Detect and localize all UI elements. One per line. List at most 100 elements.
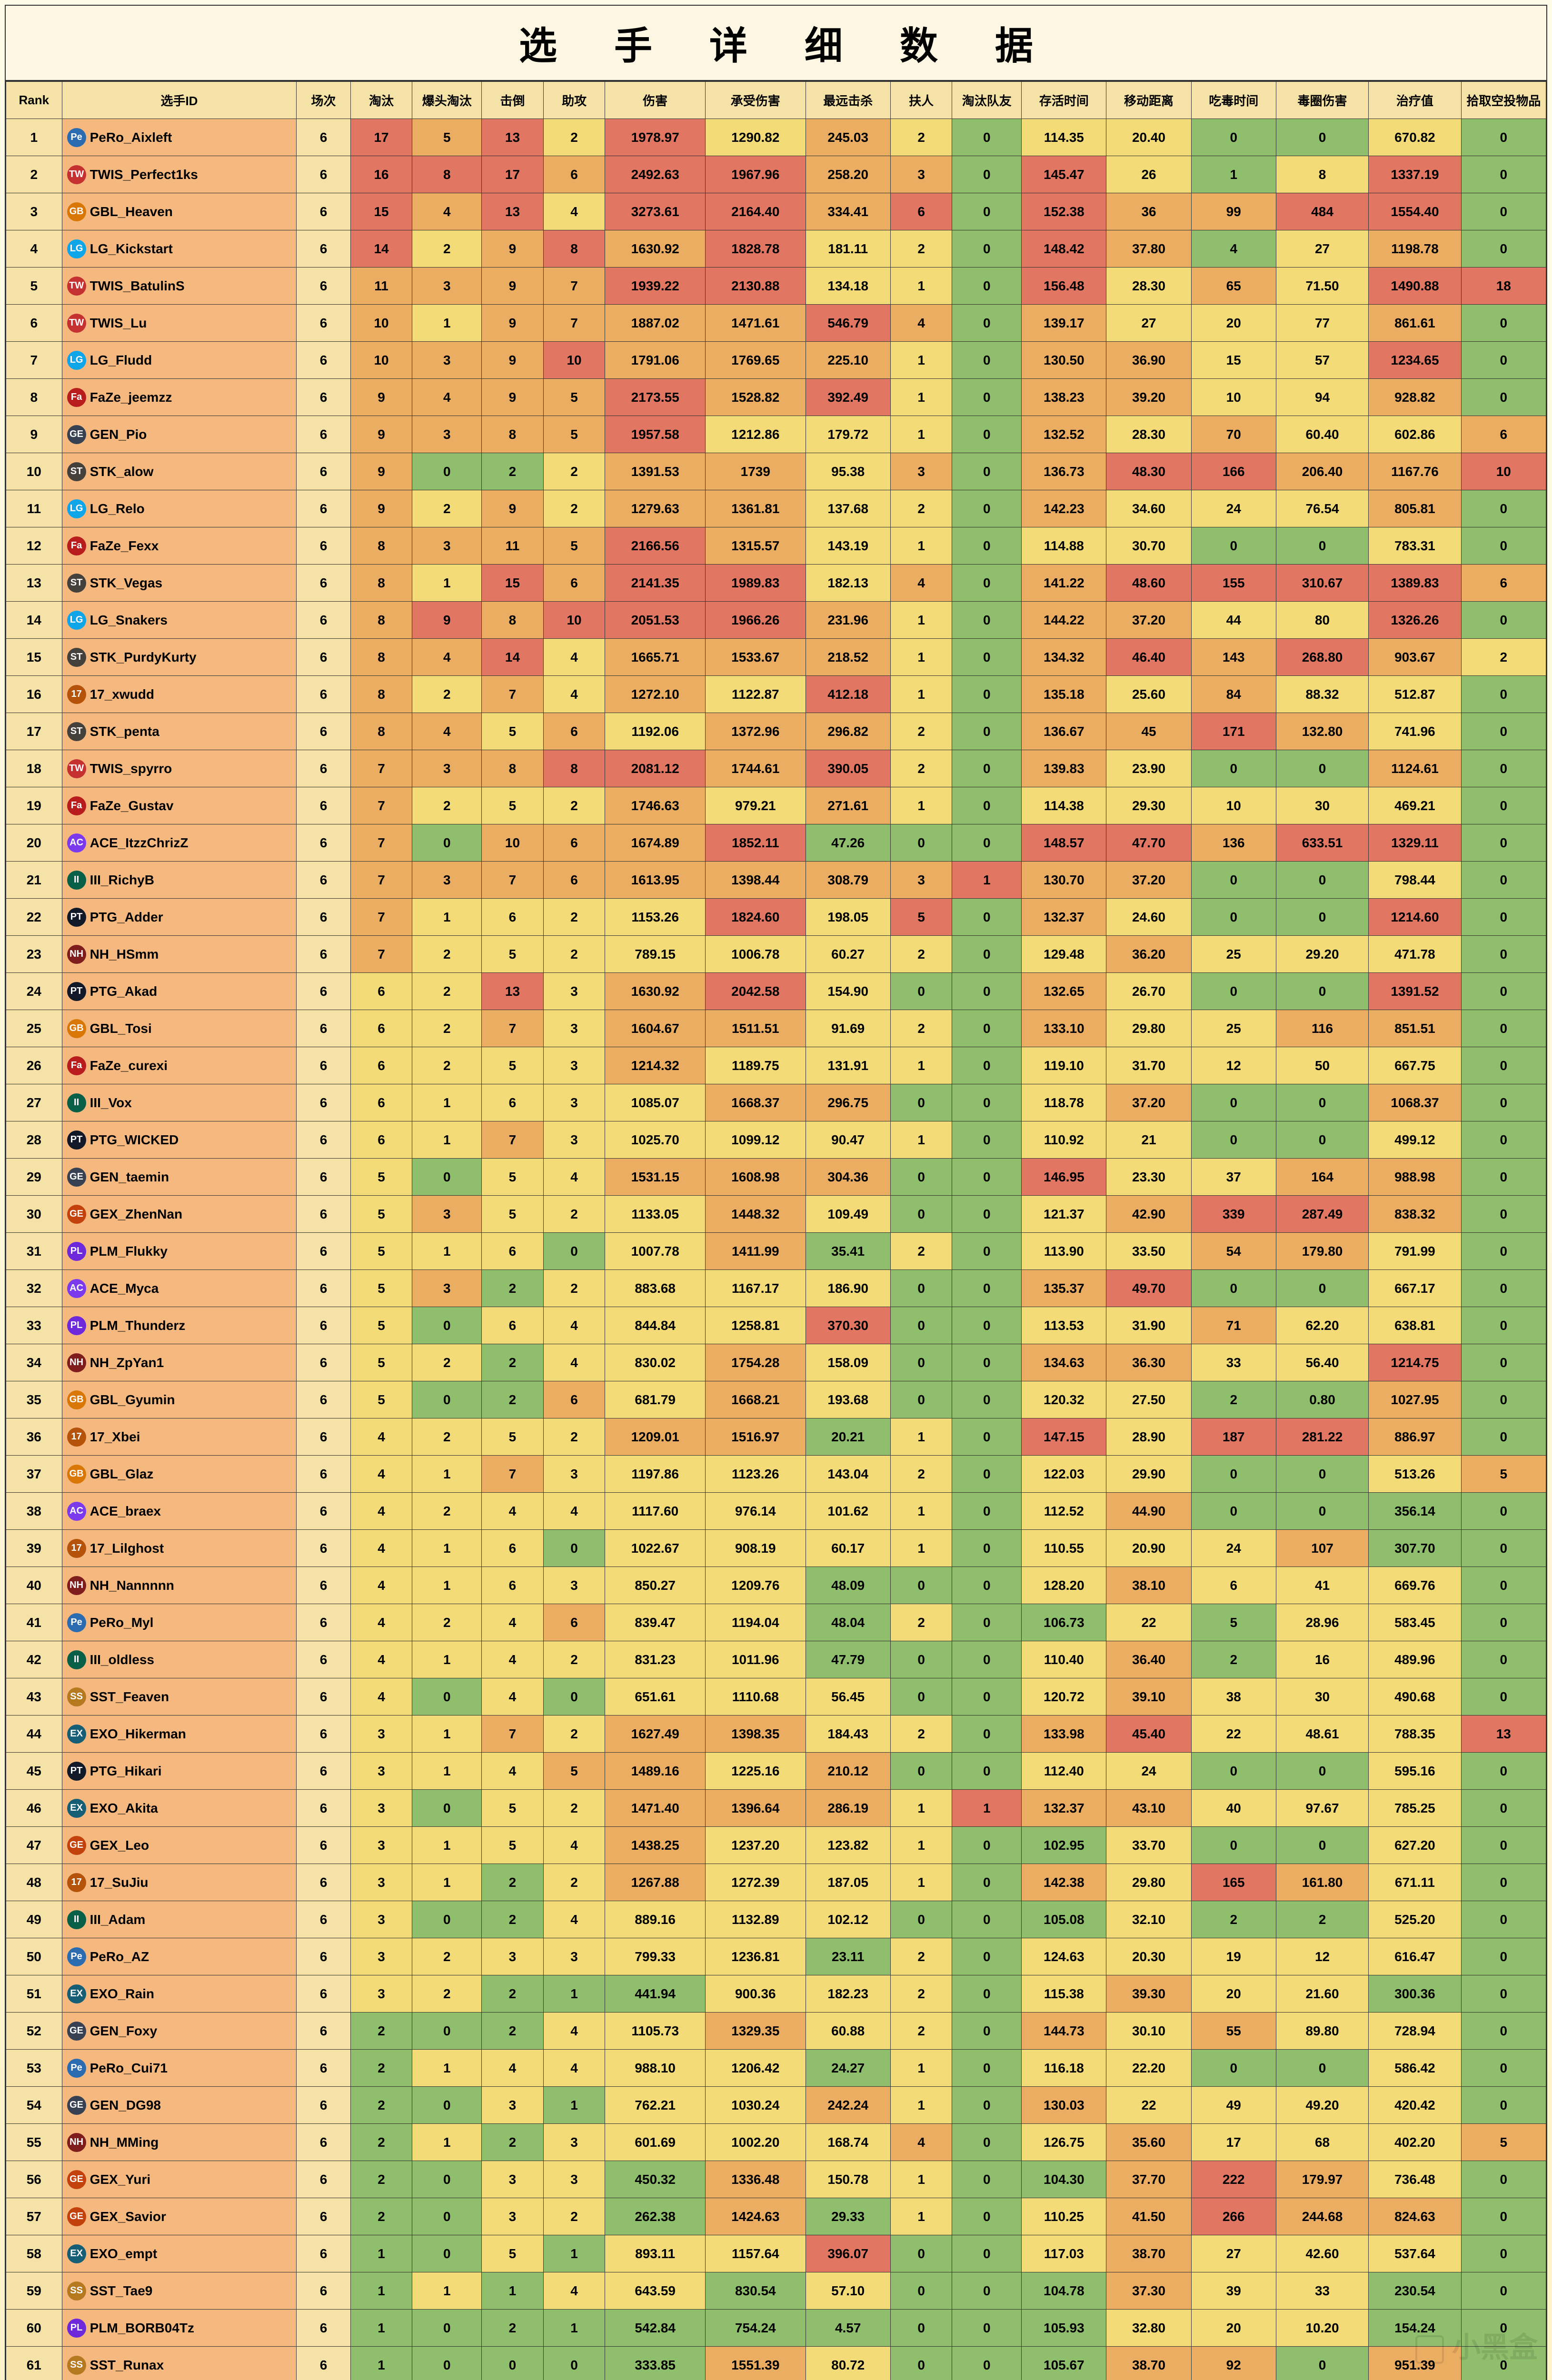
player-name: 17_SuJiu bbox=[90, 1875, 149, 1890]
stat-cell: 46.40 bbox=[1106, 639, 1191, 676]
player-name: EXO_Akita bbox=[90, 1801, 158, 1816]
rank-cell: 32 bbox=[6, 1270, 62, 1307]
stat-cell: 4 bbox=[350, 1641, 412, 1678]
stat-cell: 1124.61 bbox=[1369, 750, 1461, 787]
stat-cell: 0 bbox=[952, 1418, 1022, 1456]
stat-cell: 193.68 bbox=[806, 1381, 890, 1418]
matches-cell: 6 bbox=[297, 2161, 350, 2198]
stat-cell: 0 bbox=[890, 2272, 952, 2310]
stat-cell: 0 bbox=[1276, 527, 1368, 565]
stat-cell: 8 bbox=[350, 676, 412, 713]
rank-cell: 14 bbox=[6, 602, 62, 639]
player-name: GEN_Foxy bbox=[90, 2023, 158, 2039]
team-icon: GE bbox=[67, 2207, 86, 2226]
matches-cell: 6 bbox=[297, 1678, 350, 1716]
stat-cell: 187 bbox=[1191, 1418, 1276, 1456]
stat-cell: 2 bbox=[412, 973, 482, 1010]
stat-cell: 1099.12 bbox=[705, 1121, 806, 1159]
stat-cell: 41 bbox=[1276, 1567, 1368, 1604]
stat-cell: 6 bbox=[482, 1530, 544, 1567]
stat-cell: 420.42 bbox=[1369, 2087, 1461, 2124]
rank-cell: 30 bbox=[6, 1196, 62, 1233]
matches-cell: 6 bbox=[297, 342, 350, 379]
stat-cell: 0 bbox=[952, 1938, 1022, 1975]
player-cell: TWTWIS_Lu bbox=[62, 305, 297, 342]
stat-cell: 1 bbox=[412, 1641, 482, 1678]
col-header: 爆头淘汰 bbox=[412, 82, 482, 119]
stat-cell: 2 bbox=[350, 2198, 412, 2235]
stat-cell: 2 bbox=[890, 1975, 952, 2013]
stat-cell: 4 bbox=[543, 2272, 605, 2310]
player-name: III_Adam bbox=[90, 1912, 146, 1927]
stat-cell: 667.75 bbox=[1369, 1047, 1461, 1084]
stat-cell: 132.37 bbox=[1022, 1790, 1106, 1827]
stat-cell: 0 bbox=[1276, 2347, 1368, 2380]
stat-cell: 310.67 bbox=[1276, 565, 1368, 602]
stat-cell: 19 bbox=[1191, 1938, 1276, 1975]
stat-cell: 230.54 bbox=[1369, 2272, 1461, 2310]
stat-cell: 788.35 bbox=[1369, 1716, 1461, 1753]
stat-cell: 0 bbox=[1276, 1121, 1368, 1159]
player-name: GEN_Pio bbox=[90, 427, 147, 442]
stat-cell: 0 bbox=[1461, 2087, 1546, 2124]
stat-cell: 0 bbox=[890, 2310, 952, 2347]
stat-cell: 9 bbox=[482, 230, 544, 268]
stat-cell: 0 bbox=[952, 1344, 1022, 1381]
stat-cell: 1237.20 bbox=[705, 1827, 806, 1864]
team-icon: LG bbox=[67, 351, 86, 370]
player-name: GEX_Leo bbox=[90, 1838, 149, 1853]
stat-cell: 3 bbox=[482, 2087, 544, 2124]
matches-cell: 6 bbox=[297, 787, 350, 824]
player-name: III_Vox bbox=[90, 1095, 132, 1111]
stat-cell: 0 bbox=[1461, 787, 1546, 824]
stat-cell: 754.24 bbox=[705, 2310, 806, 2347]
stat-cell: 9 bbox=[482, 490, 544, 527]
stat-cell: 3 bbox=[482, 1938, 544, 1975]
team-icon: Fa bbox=[67, 1056, 86, 1075]
stat-cell: 39.20 bbox=[1106, 379, 1191, 416]
stat-cell: 152.38 bbox=[1022, 193, 1106, 230]
stat-cell: 0 bbox=[412, 2235, 482, 2272]
table-row: 38ACACE_braex642441117.60976.14101.62101… bbox=[6, 1493, 1546, 1530]
matches-cell: 6 bbox=[297, 490, 350, 527]
team-icon: EX bbox=[67, 2244, 86, 2263]
stat-cell: 0 bbox=[952, 156, 1022, 193]
stat-cell: 56.45 bbox=[806, 1678, 890, 1716]
player-cell: GEGEN_DG98 bbox=[62, 2087, 297, 2124]
matches-cell: 6 bbox=[297, 1901, 350, 1938]
stat-cell: 106.73 bbox=[1022, 1604, 1106, 1641]
stat-cell: 2 bbox=[412, 490, 482, 527]
stat-cell: 783.31 bbox=[1369, 527, 1461, 565]
stat-cell: 182.23 bbox=[806, 1975, 890, 2013]
stat-cell: 50 bbox=[1276, 1047, 1368, 1084]
matches-cell: 6 bbox=[297, 1827, 350, 1864]
stat-cell: 2 bbox=[543, 453, 605, 490]
stat-cell: 1471.61 bbox=[705, 305, 806, 342]
stat-cell: 2 bbox=[412, 1047, 482, 1084]
rank-cell: 46 bbox=[6, 1790, 62, 1827]
stat-cell: 0 bbox=[952, 1678, 1022, 1716]
player-name: PeRo_Aixleft bbox=[90, 130, 172, 145]
stats-table: Rank选手ID场次淘汰爆头淘汰击倒助攻伤害承受伤害最远击杀扶人淘汰队友存活时间… bbox=[6, 81, 1546, 2380]
table-row: 47GEGEX_Leo631541438.251237.20123.821010… bbox=[6, 1827, 1546, 1864]
stat-cell: 1 bbox=[890, 527, 952, 565]
stat-cell: 3 bbox=[350, 1864, 412, 1901]
stat-cell: 57 bbox=[1276, 342, 1368, 379]
table-row: 58EXEXO_empt61051893.111157.64396.070011… bbox=[6, 2235, 1546, 2272]
stat-cell: 1531.15 bbox=[605, 1159, 706, 1196]
player-name: PeRo_Myl bbox=[90, 1615, 154, 1630]
table-row: 33PLPLM_Thunderz65064844.841258.81370.30… bbox=[6, 1307, 1546, 1344]
stat-cell: 4 bbox=[543, 193, 605, 230]
player-name: SST_Feaven bbox=[90, 1689, 169, 1705]
stat-cell: 1 bbox=[350, 2272, 412, 2310]
stat-cell: 1 bbox=[412, 1753, 482, 1790]
player-name: PTG_Akad bbox=[90, 984, 158, 999]
stat-cell: 3 bbox=[350, 1901, 412, 1938]
stat-cell: 1391.53 bbox=[605, 453, 706, 490]
stat-cell: 25.60 bbox=[1106, 676, 1191, 713]
player-name: GEN_taemin bbox=[90, 1170, 169, 1185]
stat-cell: 0 bbox=[1461, 2161, 1546, 2198]
rank-cell: 21 bbox=[6, 862, 62, 899]
player-cell: TWTWIS_BatulinS bbox=[62, 268, 297, 305]
stat-cell: 47.70 bbox=[1106, 824, 1191, 862]
